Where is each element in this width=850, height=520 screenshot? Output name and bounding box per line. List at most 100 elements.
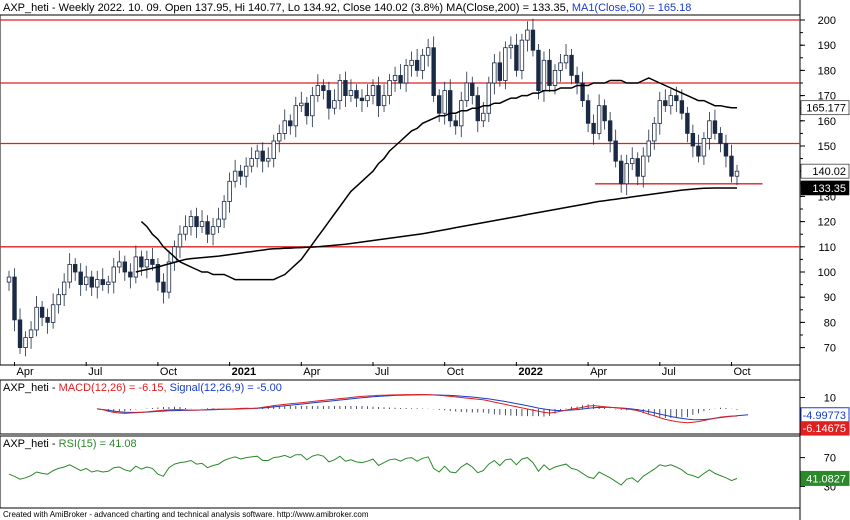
candle-body bbox=[199, 221, 205, 228]
candle-body bbox=[232, 170, 238, 182]
candle-body bbox=[370, 85, 376, 96]
candle-body bbox=[23, 337, 28, 348]
candle-body bbox=[519, 39, 525, 71]
candle-body bbox=[442, 90, 447, 114]
candle-body bbox=[50, 304, 56, 323]
candle-body bbox=[718, 132, 723, 144]
candle-body bbox=[144, 258, 150, 268]
main-header: AXP_heti - Weekly 2022. 10. 09. Open 137… bbox=[3, 2, 691, 14]
candle-body bbox=[243, 165, 249, 177]
candle-body bbox=[436, 95, 442, 114]
candle-body bbox=[403, 64, 409, 84]
candle-body bbox=[525, 29, 530, 41]
candle-body bbox=[100, 279, 105, 285]
x-tick-label: Oct bbox=[447, 366, 464, 378]
candle-body bbox=[712, 120, 718, 134]
candle-body bbox=[67, 264, 72, 283]
candle-body bbox=[117, 261, 122, 268]
x-tick-label: 2022 bbox=[518, 366, 542, 378]
candle-body bbox=[177, 233, 183, 248]
candle-body bbox=[6, 276, 12, 283]
candle-body bbox=[221, 201, 227, 220]
y-tick-label: 180 bbox=[818, 65, 836, 77]
y-tick-label: 100 bbox=[818, 267, 836, 279]
y-tick-label: 70 bbox=[824, 343, 836, 355]
candle-body bbox=[343, 80, 348, 97]
candle-body bbox=[497, 62, 503, 81]
candle-body bbox=[558, 62, 563, 71]
y-tick-label: 150 bbox=[818, 141, 836, 153]
close-value-label-box bbox=[800, 163, 850, 179]
candle-body bbox=[288, 120, 293, 127]
y-tick-label: 90 bbox=[824, 292, 836, 304]
candle-body bbox=[249, 158, 254, 167]
candle-body bbox=[569, 54, 574, 76]
candle-body bbox=[602, 105, 607, 122]
candle-body bbox=[111, 266, 116, 283]
candle-body bbox=[45, 316, 50, 323]
x-tick-label: Jul bbox=[662, 366, 676, 378]
ma50-value-label-box bbox=[800, 100, 850, 116]
y-tick-label: 80 bbox=[824, 317, 836, 329]
candle-body bbox=[277, 132, 282, 142]
candle-body bbox=[72, 264, 78, 273]
candle-body bbox=[409, 59, 414, 66]
signal-value-label: -4.99773 bbox=[803, 410, 846, 422]
candle-body bbox=[613, 140, 618, 162]
candle-body bbox=[304, 102, 310, 117]
rsi-line bbox=[8, 454, 738, 486]
candle-body bbox=[266, 158, 271, 162]
macd-value-box bbox=[800, 421, 850, 436]
ma200-value-label-box bbox=[800, 180, 850, 196]
candle-body bbox=[376, 85, 381, 107]
y-tick-label: 170 bbox=[818, 91, 836, 103]
candle-body bbox=[668, 95, 674, 107]
candle-body bbox=[210, 226, 216, 235]
candle-body bbox=[530, 29, 536, 51]
y-tick-label: 120 bbox=[818, 217, 836, 229]
candle-body bbox=[585, 100, 591, 124]
candle-body bbox=[106, 281, 111, 285]
candle-body bbox=[679, 100, 685, 114]
candle-body bbox=[630, 158, 635, 165]
candle-body bbox=[657, 100, 662, 124]
candle-body bbox=[12, 276, 17, 321]
candle-body bbox=[310, 95, 315, 117]
candle-body bbox=[646, 140, 651, 157]
candle-body bbox=[618, 160, 624, 185]
candle-body bbox=[541, 59, 547, 91]
candle-body bbox=[392, 75, 398, 81]
candle-body bbox=[155, 264, 161, 283]
candle-body bbox=[552, 70, 558, 86]
candle-body bbox=[674, 95, 679, 102]
candle-body bbox=[690, 132, 696, 147]
candle-body bbox=[734, 170, 740, 177]
candle-body bbox=[536, 49, 541, 91]
candle-body bbox=[696, 145, 701, 157]
macd-y-label: 10 bbox=[824, 393, 836, 405]
candle-body bbox=[348, 90, 354, 96]
candle-body bbox=[591, 122, 596, 134]
macd-line bbox=[97, 394, 737, 424]
candle-body bbox=[315, 85, 321, 96]
candle-body bbox=[205, 221, 210, 235]
candle-body bbox=[260, 150, 265, 162]
rsi-panel-frame bbox=[0, 435, 801, 509]
candle-body bbox=[425, 47, 431, 56]
x-tick-label: Oct bbox=[733, 366, 750, 378]
candle-body bbox=[607, 120, 613, 142]
candle-body bbox=[359, 97, 365, 102]
candle-body bbox=[254, 150, 260, 159]
macd-panel-frame bbox=[0, 379, 801, 435]
candle-body bbox=[332, 100, 337, 109]
ma50-value-label: 165.177 bbox=[806, 103, 846, 115]
candle-body bbox=[580, 82, 585, 102]
candle-body bbox=[299, 102, 304, 107]
candle-body bbox=[216, 218, 221, 228]
candle-body bbox=[183, 226, 188, 235]
candle-body bbox=[486, 82, 492, 114]
candle-body bbox=[596, 105, 602, 134]
candle-body bbox=[337, 80, 343, 102]
candle-body bbox=[271, 140, 276, 160]
